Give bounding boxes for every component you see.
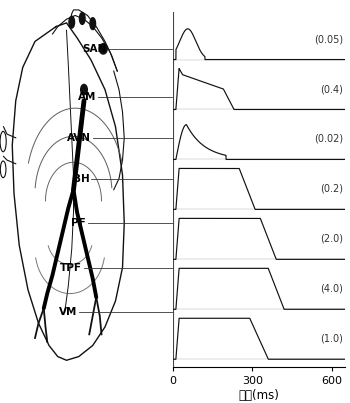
X-axis label: 时间(ms): 时间(ms)	[239, 388, 279, 401]
Text: (0.02): (0.02)	[314, 134, 343, 144]
Text: (4.0): (4.0)	[321, 284, 343, 294]
Circle shape	[90, 18, 96, 29]
Text: (0.05): (0.05)	[314, 34, 343, 44]
Ellipse shape	[80, 85, 88, 95]
Text: VM: VM	[59, 307, 77, 317]
Text: (1.0): (1.0)	[321, 334, 343, 344]
Text: TPF: TPF	[60, 263, 82, 272]
Text: (0.4): (0.4)	[321, 84, 343, 94]
Text: SAN: SAN	[83, 44, 107, 54]
Text: (2.0): (2.0)	[321, 234, 343, 244]
Ellipse shape	[99, 44, 107, 54]
Circle shape	[79, 12, 85, 24]
Text: BH: BH	[72, 174, 89, 184]
Text: (0.2): (0.2)	[321, 184, 343, 194]
Circle shape	[69, 16, 75, 28]
Text: AM: AM	[78, 92, 96, 102]
Text: PF: PF	[71, 218, 86, 228]
Text: AVN: AVN	[67, 133, 91, 143]
